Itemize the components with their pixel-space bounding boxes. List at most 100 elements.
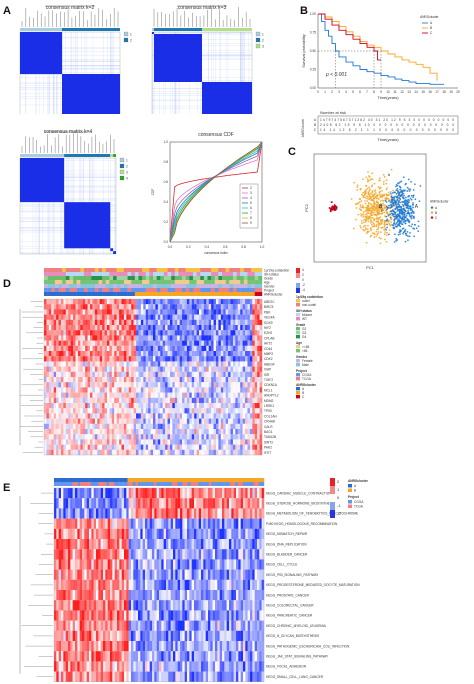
pca-point-b: [368, 188, 371, 191]
heatmap-cell: [166, 498, 169, 509]
annotation-cell: [182, 284, 186, 288]
pca-point-a: [403, 214, 406, 216]
heatmap-cell: [259, 299, 263, 305]
pca-point-a: [396, 199, 399, 202]
heatmap-cell: [169, 397, 173, 404]
heatmap-cell: [92, 444, 96, 450]
heatmap-cell: [65, 356, 69, 362]
heatmap-cell: [75, 330, 79, 336]
heatmap-cell: [65, 351, 69, 357]
heatmap-cell: [138, 356, 142, 362]
heatmap-cell: [77, 439, 81, 445]
pca-point-b: [375, 235, 378, 238]
heatmap-cell: [177, 335, 180, 341]
heatmap-cell: [89, 488, 92, 499]
heatmap-cell: [48, 330, 52, 336]
heatmap-cell: [94, 449, 98, 456]
heatmap-cell: [53, 330, 57, 336]
heatmap-cell: [165, 387, 168, 393]
pca-point-b: [355, 203, 357, 206]
cluster-label-c: C: [334, 206, 338, 212]
heatmap-cell: [218, 309, 221, 315]
pca-point-a: [407, 209, 410, 212]
heatmap-cell: [51, 444, 54, 450]
heatmap-cell: [65, 325, 69, 331]
heatmap-cell: [215, 423, 219, 430]
annotation-cell: [250, 482, 254, 486]
annotation-cell: [174, 482, 178, 486]
heatmap-cell: [225, 429, 229, 435]
heatmap-cell: [92, 439, 96, 445]
heatmap-cell: [223, 314, 226, 320]
heatmap-cell: [82, 423, 86, 430]
heatmap-cell: [131, 498, 134, 509]
heatmap-cell: [51, 340, 54, 346]
pca-point-a: [386, 223, 388, 226]
heatmap-cell: [104, 429, 108, 435]
heatmap-cell: [133, 309, 137, 315]
heatmap-cell: [121, 434, 125, 440]
heatmap-cell: [252, 335, 255, 341]
heatmap-cell: [162, 403, 166, 409]
heatmap-cell: [143, 434, 146, 440]
heatmap-cell: [186, 304, 190, 310]
heatmap-cell: [60, 366, 64, 372]
heatmap-cell: [94, 335, 98, 341]
heatmap-cell: [121, 429, 125, 435]
heatmap-cell: [153, 335, 156, 341]
annotation-cell: [117, 482, 120, 486]
heatmap-cell: [73, 330, 76, 336]
annotation-cell: [124, 478, 128, 482]
km-curve-C: [318, 13, 381, 61]
heatmap-cell: [254, 403, 258, 409]
annotation-cell: [109, 272, 114, 276]
pca-point-b: [381, 190, 383, 192]
heatmap-cell: [249, 392, 253, 398]
heatmap-cell: [155, 413, 158, 419]
annotation-cell: [218, 272, 223, 276]
annotation-cell: [120, 280, 125, 284]
heatmap-cell: [157, 304, 161, 310]
heatmap-cell: [223, 319, 226, 326]
heatmap-cell: [167, 361, 171, 367]
heatmap-cell: [186, 319, 190, 326]
pca-point-a: [392, 202, 395, 204]
gene-label: LRRK1: [264, 404, 275, 408]
pca-legend-dot: [430, 216, 434, 219]
pca-point-a: [380, 204, 383, 207]
heatmap-cell: [215, 335, 219, 341]
pca-point-a: [413, 227, 416, 230]
heatmap-cell: [182, 488, 185, 499]
heatmap-cell: [63, 351, 66, 357]
heatmap-cell: [119, 309, 122, 315]
heatmap-cell: [136, 356, 139, 362]
annotation-cell: [156, 482, 160, 486]
heatmap-cell: [75, 377, 79, 383]
heatmap-cell: [166, 488, 169, 499]
heatmap-cell: [126, 299, 129, 305]
heatmap-cell: [199, 345, 202, 352]
heatmap-cell: [121, 340, 125, 346]
heatmap-cell: [177, 314, 180, 320]
heatmap-cell: [230, 377, 234, 383]
heatmap-cell: [46, 345, 49, 352]
heatmap-cell: [184, 340, 188, 346]
heatmap-cell: [128, 314, 132, 320]
heatmap-cell: [150, 340, 154, 346]
pca-point-b: [373, 213, 376, 216]
pca-point-a: [379, 206, 381, 209]
annotation-cell: [185, 288, 190, 292]
heatmap-cell: [46, 319, 49, 326]
heatmap-cell: [63, 429, 66, 435]
pca-point-b: [385, 210, 388, 212]
heatmap-cell: [60, 397, 64, 404]
heatmap-cell: [249, 361, 253, 367]
heatmap-cell: [65, 361, 69, 367]
heatmap-cell: [232, 299, 236, 305]
heatmap-cell: [242, 418, 246, 424]
heatmap-cell: [153, 423, 156, 430]
heatmap-cell: [150, 309, 154, 315]
heatmap-cell: [182, 434, 185, 440]
heatmap-cell: [169, 449, 173, 456]
heatmap-cell: [114, 335, 117, 341]
